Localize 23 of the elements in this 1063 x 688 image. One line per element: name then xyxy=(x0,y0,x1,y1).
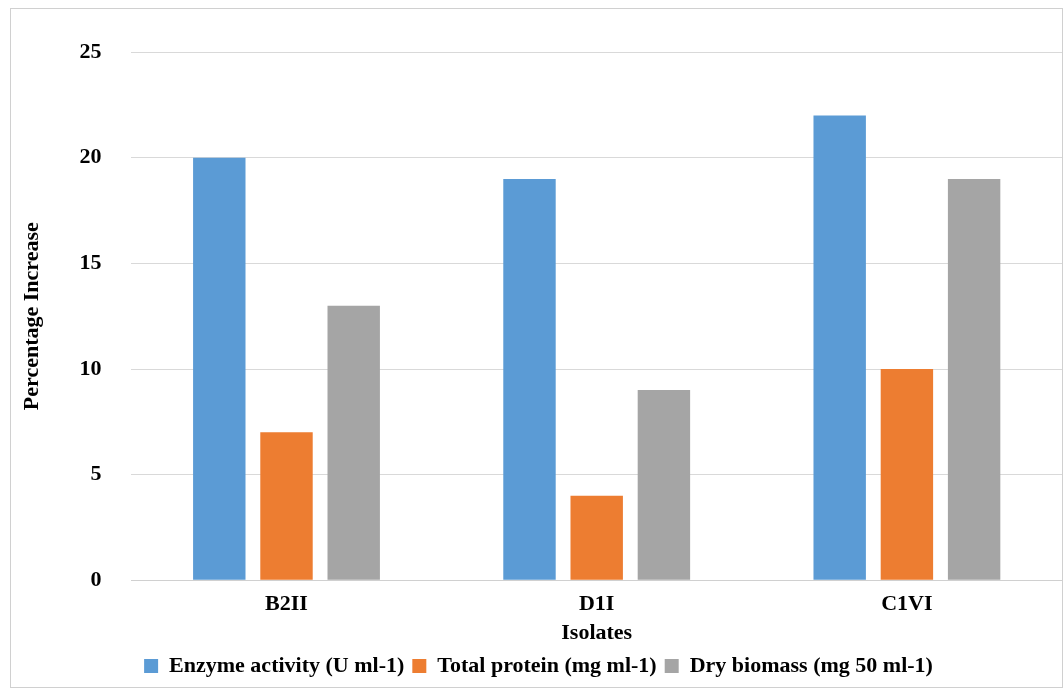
x-tick-label: C1VI xyxy=(881,590,933,616)
y-tick-label: 0 xyxy=(90,565,102,591)
x-tick-label: B2II xyxy=(265,590,308,616)
bar xyxy=(637,390,691,580)
bar xyxy=(503,178,556,580)
bar xyxy=(260,432,313,580)
bar xyxy=(193,157,246,580)
y-tick-label: 10 xyxy=(79,354,102,380)
y-tick-label: 5 xyxy=(90,460,102,486)
legend-label: Total protein (mg ml-1) xyxy=(437,651,657,677)
bar xyxy=(570,495,623,580)
bar xyxy=(813,115,866,580)
legend-label: Dry biomass (mg 50 ml-1) xyxy=(689,651,933,677)
y-axis-title: Percentage Increase xyxy=(17,222,43,411)
y-tick-label: 20 xyxy=(79,143,102,169)
bar xyxy=(947,178,1001,580)
bar xyxy=(880,369,934,580)
x-tick-label: D1I xyxy=(578,590,615,616)
bar xyxy=(327,305,380,580)
legend-label: Enzyme activity (U ml-1) xyxy=(169,651,405,677)
y-tick-label: 15 xyxy=(79,249,102,275)
y-tick-label: 25 xyxy=(79,37,102,63)
x-axis-title: Isolates xyxy=(561,619,633,645)
